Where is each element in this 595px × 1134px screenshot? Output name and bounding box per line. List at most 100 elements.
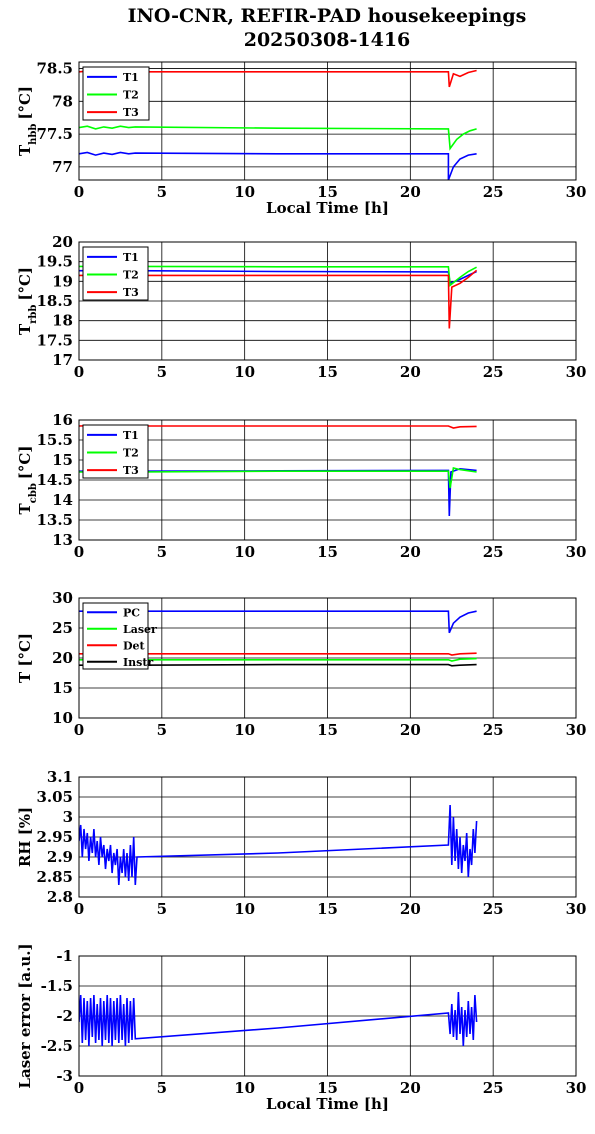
legend-label: Det [123,639,146,652]
chart-panel-1: 0 5 10 15 20 25 30 77 77.5 78 78.5 Local Time [h] Th… [16,60,586,217]
y-tick-label: -2.5 [41,1037,73,1055]
y-tick-label: 77.5 [36,125,73,143]
y-tick-label: 15 [52,451,73,469]
y-tick-label: 3 [63,808,73,826]
x-tick-label: 15 [317,543,338,561]
legend-label: Instr [123,656,153,669]
y-tick-label: 15.5 [36,431,73,449]
y-tick-label: 19 [52,272,73,290]
x-tick-label: 10 [234,721,255,739]
x-tick-label: 10 [234,543,255,561]
y-tick-label: 78 [52,92,73,110]
x-tick-label: 5 [157,721,167,739]
series-line-data [79,804,478,886]
x-tick-label: 0 [74,183,84,201]
x-axis-label: Local Time [h] [266,199,389,217]
y-tick-label: 25 [52,619,73,637]
x-tick-label: 20 [400,363,421,381]
x-tick-label: 0 [74,1079,84,1097]
plot-frame [78,776,577,898]
legend-label: T3 [123,286,139,299]
series-line-pc [79,610,477,634]
y-tick-label: 2.85 [36,868,73,886]
legend-label: T2 [123,447,139,460]
y-tick-label: 10 [52,709,73,727]
legend: T1 T2 T3 [82,424,149,479]
x-tick-label: 30 [566,900,587,918]
y-tick-label: -1 [56,947,73,965]
x-tick-label: 15 [317,900,338,918]
y-tick-label: 13.5 [36,511,73,529]
series-line-data [79,991,478,1047]
x-tick-label: 15 [317,183,338,201]
x-tick-label: 0 [74,363,84,381]
legend-label: T1 [123,251,139,264]
y-tick-label: 3.1 [47,768,73,786]
chart-panel-6: 0 5 10 15 20 25 30 -3 -2.5 -2 -1.5 -1 Local Time [h]… [16,943,586,1113]
series-line-t3 [79,269,478,329]
legend-label: T2 [123,89,139,102]
plot-frame [78,419,577,541]
x-tick-label: 30 [566,543,587,561]
y-tick-label: 30 [52,589,73,607]
x-tick-label: 25 [483,1079,504,1097]
series-group [79,991,478,1047]
x-tick-label: 10 [234,900,255,918]
y-tick-label: -1.5 [41,977,73,995]
y-tick-label: -3 [56,1067,73,1085]
x-tick-label: 25 [483,543,504,561]
y-tick-label: 14 [52,491,73,509]
x-tick-label: 5 [157,1079,167,1097]
y-tick-label: 13 [52,531,73,549]
y-tick-label: 18.5 [36,292,73,310]
plot-frame [78,241,577,361]
x-tick-label: 25 [483,183,504,201]
x-tick-label: 30 [566,721,587,739]
chart-panel-4: 0 5 10 15 20 25 30 10 15 20 25 30 T [°C] PC Laser Det In… [16,589,586,739]
legend-label: T1 [123,429,139,442]
figure-title-line1: INO-CNR, REFIR-PAD housekeepings [128,5,527,27]
x-tick-label: 5 [157,363,167,381]
series-line-t2 [79,467,477,489]
y-tick-label: 20 [52,233,73,251]
series-group [79,804,478,886]
legend-label: T3 [123,464,139,477]
x-tick-label: 25 [483,900,504,918]
x-tick-label: 15 [317,721,338,739]
legend-label: T2 [123,269,139,282]
chart-panel-5: 0 5 10 15 20 25 30 2.8 2.85 2.9 2.95 3 3.05 3.1 RH [%] [16,768,586,918]
x-tick-label: 5 [157,900,167,918]
figure-title-line2: 20250308-1416 [244,29,411,51]
y-axis-label: Thbb[°C] [16,86,39,156]
y-tick-label: 14.5 [36,471,73,489]
legend: T1 T2 T3 [82,246,149,301]
plot-frame [78,597,577,719]
x-tick-label: 15 [317,1079,338,1097]
x-tick-label: 20 [400,900,421,918]
y-tick-label: 17 [52,351,73,369]
legend-label: T3 [123,106,139,119]
series-line-t1 [79,151,477,180]
y-axis-label: Laser error [a.u.] [16,943,34,1088]
x-tick-label: 25 [483,363,504,381]
y-tick-label: 3.05 [36,788,73,806]
y-axis-label: Tcbb[°C] [16,446,39,515]
x-tick-label: 15 [317,363,338,381]
y-tick-label: 16 [52,411,73,429]
x-tick-label: 20 [400,183,421,201]
chart-panel-3: 0 5 10 15 20 25 30 13 13.5 14 14.5 15 15.5 16 Tcbb[°C]… [16,411,586,561]
legend-label: Laser [123,623,157,636]
plot-frame [78,955,577,1077]
y-tick-label: 20 [52,649,73,667]
y-tick-label: -2 [56,1007,73,1025]
legend: T1 T2 T3 [82,66,150,121]
x-tick-label: 0 [74,543,84,561]
x-tick-label: 30 [566,1079,587,1097]
legend: PC Laser Det Instr [82,602,157,670]
plot-frame [78,61,577,181]
x-tick-label: 10 [234,183,255,201]
series-line-t2 [79,125,477,151]
x-tick-label: 30 [566,363,587,381]
